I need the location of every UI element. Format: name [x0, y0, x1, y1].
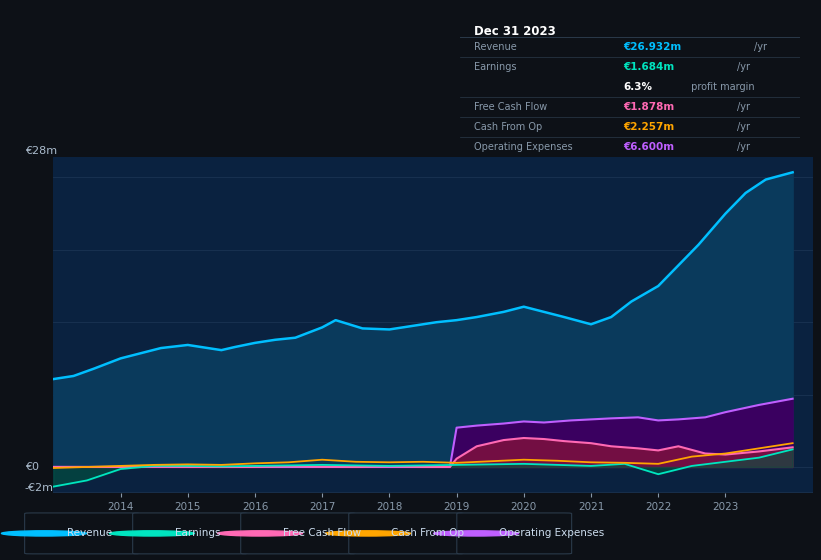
Circle shape: [109, 531, 195, 536]
Text: €1.878m: €1.878m: [623, 102, 674, 112]
Text: €2.257m: €2.257m: [623, 122, 674, 132]
Text: Revenue: Revenue: [474, 41, 516, 52]
Text: €1.684m: €1.684m: [623, 62, 674, 72]
FancyBboxPatch shape: [25, 513, 140, 554]
Circle shape: [433, 531, 519, 536]
Text: Cash From Op: Cash From Op: [474, 122, 542, 132]
Text: /yr: /yr: [737, 122, 750, 132]
Text: Free Cash Flow: Free Cash Flow: [474, 102, 547, 112]
Text: Free Cash Flow: Free Cash Flow: [283, 529, 361, 538]
Text: €6.600m: €6.600m: [623, 142, 674, 152]
Text: /yr: /yr: [754, 41, 767, 52]
Text: /yr: /yr: [737, 142, 750, 152]
Text: €28m: €28m: [25, 146, 57, 156]
Text: /yr: /yr: [737, 62, 750, 72]
Text: /yr: /yr: [737, 102, 750, 112]
Text: Earnings: Earnings: [474, 62, 516, 72]
Text: Operating Expenses: Operating Expenses: [499, 529, 604, 538]
Text: €26.932m: €26.932m: [623, 41, 681, 52]
Text: -€2m: -€2m: [25, 483, 53, 493]
FancyBboxPatch shape: [133, 513, 247, 554]
FancyBboxPatch shape: [349, 513, 464, 554]
Text: profit margin: profit margin: [689, 82, 755, 92]
Text: €0: €0: [25, 462, 39, 472]
Circle shape: [218, 531, 302, 536]
Text: Revenue: Revenue: [67, 529, 112, 538]
Text: Operating Expenses: Operating Expenses: [474, 142, 572, 152]
Circle shape: [326, 531, 410, 536]
FancyBboxPatch shape: [456, 513, 571, 554]
FancyBboxPatch shape: [241, 513, 355, 554]
Text: 6.3%: 6.3%: [623, 82, 652, 92]
Text: Cash From Op: Cash From Op: [392, 529, 464, 538]
Text: Dec 31 2023: Dec 31 2023: [474, 25, 555, 38]
Circle shape: [2, 531, 86, 536]
Text: Earnings: Earnings: [175, 529, 221, 538]
